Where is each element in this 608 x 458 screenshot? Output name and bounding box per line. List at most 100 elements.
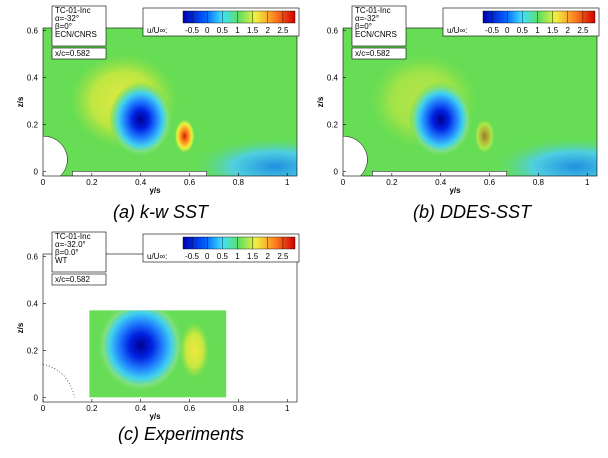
wall xyxy=(372,171,507,176)
x-tick-label: 0.6 xyxy=(484,178,496,187)
vortex xyxy=(108,82,173,158)
info-line: α=-32.0° xyxy=(55,240,86,249)
y-tick-label: 0 xyxy=(34,167,39,176)
y-tick-label: 0 xyxy=(34,393,39,402)
vortex xyxy=(408,82,473,158)
colorbar-tick-label: -0.5 xyxy=(185,26,199,35)
contour-field xyxy=(43,28,297,176)
hot-spot xyxy=(474,119,495,153)
caption: (b) DDES-SST xyxy=(413,202,533,222)
colorbar-tick-label: -0.5 xyxy=(185,252,199,261)
info-line: β=0.0° xyxy=(55,248,79,257)
colorbar-tick-label: 0.5 xyxy=(217,252,229,261)
y-axis-label: z/s xyxy=(16,96,25,107)
colorbar-tick-label: 1.5 xyxy=(247,26,259,35)
x-tick-label: 1 xyxy=(285,178,290,187)
info-line: WT xyxy=(55,256,68,265)
cool-region xyxy=(489,136,597,176)
hot-spot xyxy=(174,119,195,153)
colorbar-tick-label: 1 xyxy=(235,252,240,261)
wing-outline xyxy=(43,364,76,398)
colorbar-tick-label: 0.5 xyxy=(217,26,229,35)
info-line: TC-01-Inc xyxy=(55,232,91,241)
x-tick-label: 0 xyxy=(341,178,346,187)
vortex xyxy=(96,310,185,393)
colorbar-tick-label: 2 xyxy=(266,26,271,35)
info-box xyxy=(51,231,107,273)
info-box xyxy=(51,5,107,47)
x-tick-label: 0.6 xyxy=(184,404,196,413)
colorbar-tick-label: 2 xyxy=(266,252,271,261)
info-box xyxy=(351,5,407,47)
colorbar-tick-label: 0 xyxy=(505,26,510,35)
info-line: α=-32° xyxy=(355,14,379,23)
field-window xyxy=(96,310,210,393)
y-tick-label: 0.2 xyxy=(327,120,339,129)
y-axis-label: z/s xyxy=(16,322,25,333)
x-tick-label: 0.8 xyxy=(233,404,245,413)
colorbar-tick-label: 2.5 xyxy=(277,26,289,35)
contour-field xyxy=(43,310,227,398)
info-line: α=-32° xyxy=(55,14,79,23)
x-tick-label: 1 xyxy=(285,404,290,413)
y-tick-label: 0.2 xyxy=(27,346,39,355)
station-box xyxy=(51,47,107,60)
wall xyxy=(72,171,207,176)
y-axis-label: z/s xyxy=(316,96,325,107)
x-axis-label: y/s xyxy=(149,186,161,195)
caption: (a) k-w SST xyxy=(113,202,210,222)
info-line: β=0° xyxy=(55,22,72,31)
x-tick-label: 0.4 xyxy=(135,178,147,187)
y-tick-label: 0.4 xyxy=(327,73,339,82)
info-line: TC-01-Inc xyxy=(355,6,391,15)
station-label: x/c=0.582 xyxy=(55,49,90,58)
colorbar-tick-label: 1.5 xyxy=(247,252,259,261)
x-tick-label: 0 xyxy=(41,404,46,413)
colorbar-tick-label: 2 xyxy=(566,26,571,35)
x-tick-label: 0.2 xyxy=(86,178,98,187)
colorbar-tick-label: 1 xyxy=(535,26,540,35)
colorbar-tick-label: 0.5 xyxy=(517,26,529,35)
caption: (c) Experiments xyxy=(118,424,244,444)
y-tick-label: 0.6 xyxy=(27,26,39,35)
warm-region xyxy=(179,322,210,379)
panel: 0 0.2 0.4 0.6 0.8 1 0 0.2 0.4 0.6 y/s z/s TC-01-Incα… xyxy=(316,5,600,222)
colorbar-tick-label: 1.5 xyxy=(547,26,559,35)
colorbar xyxy=(182,236,296,250)
y-tick-label: 0.2 xyxy=(27,120,39,129)
colorbar-label: u/U∞: xyxy=(147,252,167,261)
info-line: TC-01-Inc xyxy=(55,6,91,15)
colorbar-tick-label: 0 xyxy=(205,26,210,35)
colorbar-tick-label: 0 xyxy=(205,252,210,261)
colorbar-tick-label: 2.5 xyxy=(577,26,589,35)
x-tick-label: 1 xyxy=(585,178,590,187)
colorbar-tick-label: 2.5 xyxy=(277,252,289,261)
x-tick-label: 0.2 xyxy=(86,404,98,413)
colorbar-label: u/U∞: xyxy=(447,26,467,35)
wing-section xyxy=(43,135,68,176)
x-axis-label: y/s xyxy=(449,186,461,195)
colorbar xyxy=(482,10,596,24)
y-tick-label: 0.4 xyxy=(27,73,39,82)
x-tick-label: 0.4 xyxy=(135,404,147,413)
x-tick-label: 0.8 xyxy=(533,178,545,187)
station-label: x/c=0.582 xyxy=(355,49,390,58)
info-line: ECN/CNRS xyxy=(55,30,97,39)
y-tick-label: 0.4 xyxy=(27,299,39,308)
station-box xyxy=(351,47,407,60)
x-tick-label: 0.4 xyxy=(435,178,447,187)
colorbar-label: u/U∞: xyxy=(147,26,167,35)
colorbar-tick-label: -0.5 xyxy=(485,26,499,35)
info-line: β=0° xyxy=(355,22,372,31)
y-tick-label: 0 xyxy=(334,167,339,176)
panel: 0 0.2 0.4 0.6 0.8 1 0 0.2 0.4 0.6 y/s z/s TC-01-Incα… xyxy=(16,231,300,444)
x-tick-label: 0.6 xyxy=(184,178,196,187)
info-line: ECN/CNRS xyxy=(355,30,397,39)
station-label: x/c=0.582 xyxy=(55,275,90,284)
x-axis-label: y/s xyxy=(149,412,161,421)
colorbar xyxy=(182,10,296,24)
y-tick-label: 0.6 xyxy=(327,26,339,35)
x-tick-label: 0.2 xyxy=(386,178,398,187)
x-tick-label: 0.8 xyxy=(233,178,245,187)
